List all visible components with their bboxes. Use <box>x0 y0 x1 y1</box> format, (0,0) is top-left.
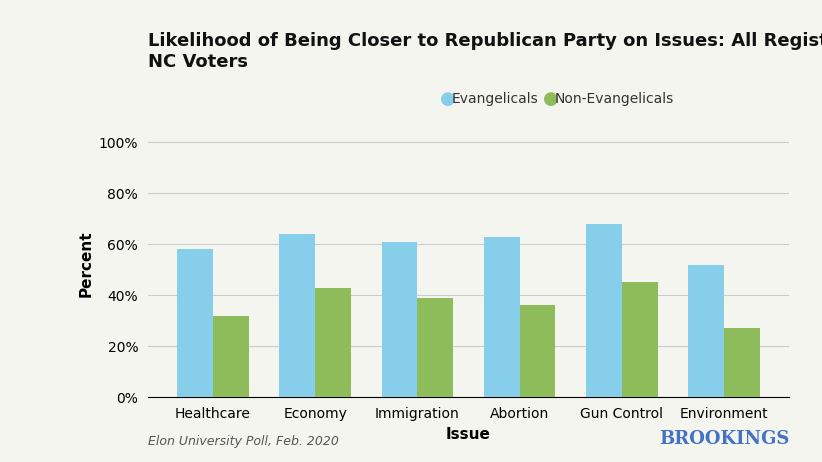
Text: ●: ● <box>543 91 558 108</box>
Text: Likelihood of Being Closer to Republican Party on Issues: All Registered White
N: Likelihood of Being Closer to Republican… <box>148 32 822 71</box>
Bar <box>418 298 453 397</box>
Bar <box>520 305 556 397</box>
Bar <box>586 224 622 397</box>
Bar <box>688 265 724 397</box>
Bar <box>315 287 351 397</box>
Bar <box>724 328 760 397</box>
Text: ●: ● <box>440 91 455 108</box>
Text: Non-Evangelicals: Non-Evangelicals <box>555 92 674 106</box>
Text: Elon University Poll, Feb. 2020: Elon University Poll, Feb. 2020 <box>148 435 339 448</box>
Text: Evangelicals: Evangelicals <box>452 92 539 106</box>
Bar <box>381 242 418 397</box>
X-axis label: Issue: Issue <box>446 426 491 442</box>
Text: BROOKINGS: BROOKINGS <box>658 430 789 448</box>
Bar <box>177 249 213 397</box>
Bar <box>622 282 658 397</box>
Y-axis label: Percent: Percent <box>78 230 93 297</box>
Bar <box>279 234 315 397</box>
Bar <box>484 237 520 397</box>
Bar <box>213 316 249 397</box>
